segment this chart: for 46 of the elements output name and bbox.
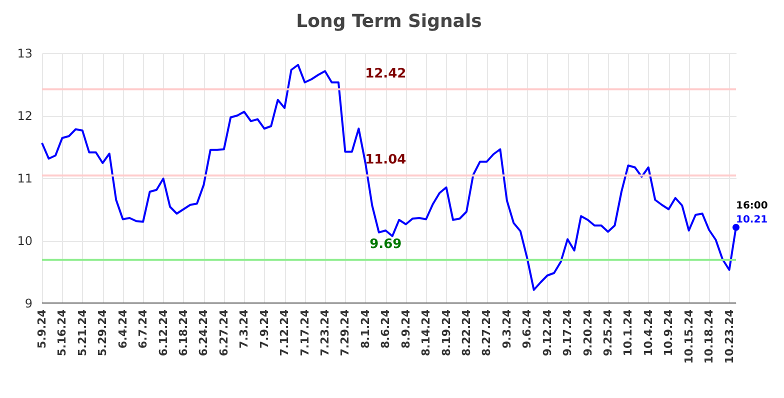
x-tick-label: 7.3.24 — [238, 309, 251, 348]
x-tick-label: 7.9.24 — [258, 309, 271, 348]
y-tick-label: 9 — [24, 296, 32, 310]
x-tick-label: 9.3.24 — [500, 309, 514, 348]
x-tick-label: 6.18.24 — [176, 309, 190, 356]
x-tick-label: 8.9.24 — [399, 309, 412, 348]
x-tick-label: 10.1.24 — [622, 309, 635, 356]
x-tick-label: 8.22.24 — [460, 309, 473, 356]
chart-title: Long Term Signals — [296, 11, 482, 32]
x-tick-label: 9.6.24 — [520, 309, 534, 348]
x-tick-label: 8.19.24 — [440, 309, 453, 356]
x-tick-label: 9.25.24 — [601, 309, 614, 356]
x-tick-label: 10.9.24 — [662, 309, 676, 356]
x-tick-label: 5.21.24 — [76, 309, 89, 356]
annotation: 16:00 — [736, 200, 768, 212]
x-tick-label: 10.23.24 — [722, 309, 736, 364]
x-tick-label: 6.27.24 — [217, 309, 230, 356]
data-label: 10.21 — [736, 214, 768, 226]
x-tick-label: 8.27.24 — [480, 309, 494, 356]
x-tick-label: 10.15.24 — [682, 309, 696, 364]
x-tick-label: 6.24.24 — [197, 309, 210, 356]
x-tick-label: 5.16.24 — [56, 309, 69, 356]
x-tick-label: 9.17.24 — [561, 309, 574, 356]
x-tick-label: 7.29.24 — [338, 309, 352, 356]
x-tick-label: 10.4.24 — [642, 309, 655, 356]
x-tick-label: 6.7.24 — [136, 309, 150, 348]
x-tick-label: 8.6.24 — [379, 309, 392, 348]
y-tick-label: 13 — [17, 46, 32, 60]
x-tick-label: 8.14.24 — [420, 309, 433, 356]
x-tick-label: 6.12.24 — [156, 309, 170, 356]
ref-line-label: 9.69 — [370, 236, 402, 252]
x-tick-label: 7.12.24 — [278, 309, 292, 356]
y-tick-label: 11 — [17, 172, 32, 186]
x-tick-label: 9.12.24 — [540, 309, 554, 356]
ref-line-label: 11.04 — [365, 152, 406, 168]
x-tick-label: 7.17.24 — [298, 309, 312, 356]
ref-line-label: 12.42 — [365, 66, 406, 82]
x-tick-label: 10.18.24 — [702, 309, 716, 364]
x-tick-label: 8.1.24 — [358, 309, 372, 348]
x-tick-label: 5.9.24 — [36, 309, 48, 348]
y-tick-label: 12 — [17, 109, 32, 123]
x-tick-label: 5.29.24 — [96, 309, 110, 356]
y-tick-label: 10 — [17, 234, 32, 248]
x-tick-label: 9.20.24 — [581, 309, 594, 356]
x-tick-label: 7.23.24 — [318, 309, 332, 356]
x-tick-label: 6.4.24 — [116, 309, 130, 348]
